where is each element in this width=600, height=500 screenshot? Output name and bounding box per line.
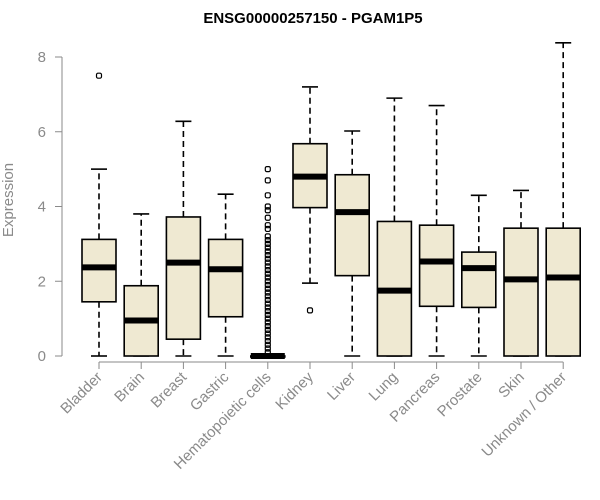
outlier-point [264,285,271,292]
box-group [418,104,455,357]
x-tick-label: Skin [495,369,528,402]
x-tick-label: Breast [148,368,191,411]
outlier-point [264,266,271,274]
outlier-point [264,308,271,315]
y-tick-label: 4 [38,199,46,216]
outlier-point [264,281,271,289]
y-tick-label: 0 [38,348,46,365]
outlier-point [264,248,271,255]
outlier-point [264,304,271,311]
box-iqr [334,173,371,277]
x-tick-label: Prostate [434,369,486,421]
x-tick-label: Brain [111,369,148,406]
outlier-point [264,207,271,214]
outlier-point [264,319,271,326]
x-tick-label: Kidney [272,368,317,413]
outlier-point [264,251,271,259]
outlier-point [264,222,271,229]
outlier-point [264,177,271,184]
outlier-point [264,166,271,173]
outlier-point [264,192,271,199]
outlier-point [264,311,271,318]
x-tick-label: Bladder [57,369,106,418]
outlier-point [264,259,271,266]
outlier-point [264,233,271,240]
outlier-point [264,326,271,333]
outlier-point [264,274,271,281]
outlier-point [264,255,271,262]
outlier-point [264,323,271,330]
box-iqr [545,227,582,357]
outlier-point [264,244,271,251]
outlier-point [264,341,271,348]
outlier-point [264,330,271,337]
box-group [250,166,286,359]
outlier-point [264,263,271,270]
outlier-point [264,337,271,345]
box-group [460,194,497,357]
outlier-point [264,240,271,247]
box-group [123,213,159,357]
x-tick-label: Lung [366,369,402,405]
box-group [545,41,582,357]
y-axis-label: Expression [0,163,17,237]
x-tick-label: Liver [324,369,359,404]
outlier-point [264,237,271,244]
box-iqr [503,227,539,357]
outlier-point [264,270,271,277]
box-group [503,189,539,357]
box-group [165,120,202,357]
outlier-point [95,72,103,79]
box-iqr [418,224,455,308]
box-iqr [460,251,497,309]
outlier-point [264,293,271,300]
box-group [334,130,371,357]
box-iqr [207,238,244,318]
box-group [376,97,413,357]
plot-area [81,41,582,359]
outlier-point [264,289,271,296]
outlier-point [264,334,271,341]
box-group [81,72,117,357]
y-tick-label: 8 [38,49,46,66]
chart-title: ENSG00000257150 - PGAM1P5 [203,10,422,27]
outlier-point [264,225,271,233]
box-iqr [81,238,117,303]
outlier-point [264,203,271,210]
outlier-point [264,300,271,307]
outlier-point [264,296,271,304]
box-iqr [165,216,202,340]
box-group [207,193,244,357]
outlier-point [264,278,271,285]
outlier-point [306,307,314,314]
y-tick-label: 2 [38,273,46,290]
outlier-point [264,345,271,352]
y-tick-label: 6 [38,124,46,141]
y-axis: 0 2 4 6 8 [38,49,63,365]
box-group [292,86,328,314]
outlier-point [264,214,271,221]
outlier-point [264,315,271,322]
